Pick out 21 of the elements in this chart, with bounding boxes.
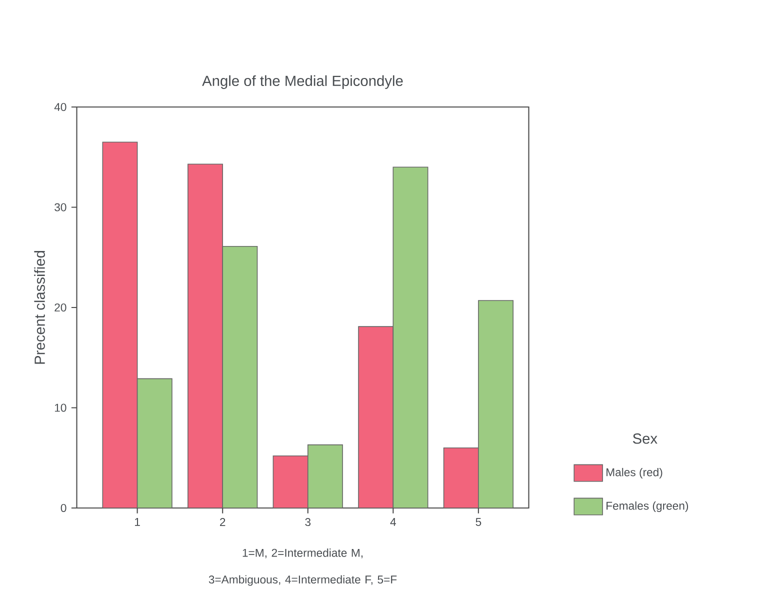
bar bbox=[443, 447, 479, 508]
legend-title: Sex bbox=[632, 433, 658, 444]
y-tick-label: 20 bbox=[54, 303, 66, 312]
y-tick-label: 10 bbox=[54, 404, 66, 412]
x-tick-label: 2 bbox=[220, 518, 226, 526]
legend-label: Females (green) bbox=[606, 501, 688, 512]
text: 1=M, 2=Intermediate M, 3=Ambiguous, 4=Intermediate F, 5=F bbox=[208, 548, 397, 586]
x-tick-label: 4 bbox=[390, 518, 396, 526]
y-tick-label: 40 bbox=[54, 103, 66, 112]
bar bbox=[358, 326, 394, 508]
legend-label: Males (red) bbox=[606, 468, 662, 478]
y-tick-label: 0 bbox=[60, 504, 66, 512]
chart-title: Angle of the Medial Epicondyle bbox=[202, 75, 403, 89]
x-tick-label: 5 bbox=[476, 518, 482, 526]
x-tick-label: 3 bbox=[305, 518, 311, 526]
bar bbox=[272, 455, 308, 508]
bar bbox=[188, 164, 223, 508]
y-axis-title: Precent classified bbox=[34, 251, 45, 364]
y-tick-label: 30 bbox=[54, 203, 66, 212]
bar bbox=[102, 142, 138, 508]
x-tick-label: 1 bbox=[135, 518, 140, 526]
